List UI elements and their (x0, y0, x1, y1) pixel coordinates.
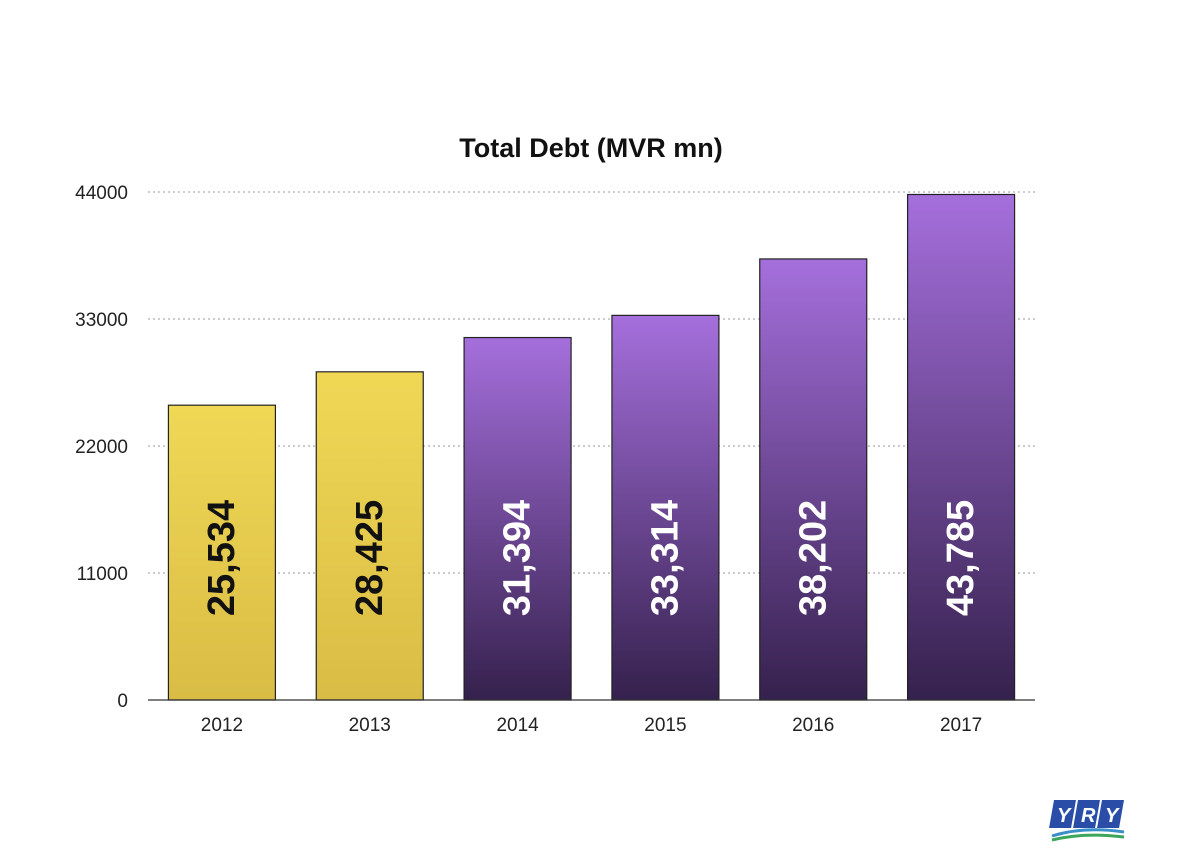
y-tick-label: 22000 (75, 437, 128, 458)
bar-2017 (906, 193, 1016, 701)
x-tick-label: 2015 (644, 715, 686, 736)
data-label: 33,314 (644, 500, 686, 616)
y-axis: 0 11000 22000 33000 44000 (75, 183, 128, 712)
data-label: 31,394 (497, 500, 539, 616)
x-tick-label: 2016 (792, 715, 834, 736)
chart-title: Total Debt (MVR mn) (459, 133, 722, 163)
x-tick-label: 2014 (496, 715, 539, 736)
bar-2014 (463, 336, 572, 701)
data-label: 28,425 (349, 500, 391, 616)
y-tick-label: 33000 (75, 310, 128, 331)
y-tick-label: 44000 (75, 183, 128, 204)
bar-2015 (611, 314, 720, 701)
x-tick-label: 2012 (201, 715, 243, 736)
grid (148, 191, 1035, 574)
bars: 25,534 28,425 31,394 33,314 38,202 43,785 (167, 193, 1016, 701)
y-tick-label: 0 (117, 691, 128, 712)
x-tick-label: 2013 (349, 715, 391, 736)
bar-2013 (315, 371, 424, 701)
data-label: 25,534 (201, 500, 243, 616)
bar-2016 (759, 258, 868, 701)
y-tick-label: 11000 (77, 564, 128, 585)
x-axis: 2012 2013 2014 2015 2016 2017 (201, 715, 982, 736)
data-label: 38,202 (792, 500, 834, 616)
data-label: 43,785 (940, 500, 982, 616)
x-tick-label: 2017 (940, 715, 982, 736)
bar-2012 (167, 404, 277, 701)
